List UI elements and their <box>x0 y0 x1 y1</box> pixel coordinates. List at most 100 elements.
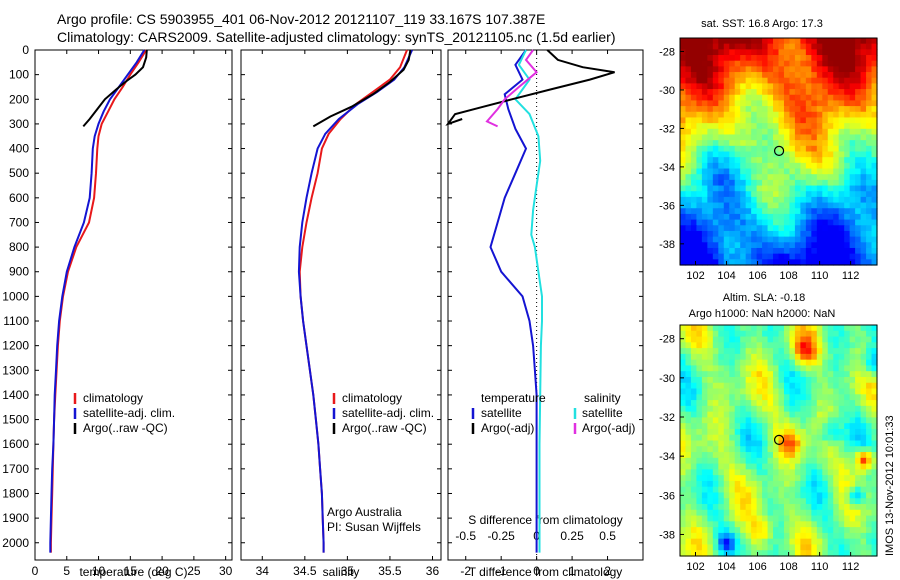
map-cell <box>805 89 812 96</box>
map-cell <box>740 457 747 465</box>
map-cell <box>794 236 801 243</box>
y-tick-label: 200 <box>9 92 29 106</box>
map-cell <box>745 208 752 215</box>
map-cell <box>800 83 807 90</box>
map-cell <box>756 486 763 494</box>
map-cell <box>773 348 780 355</box>
map-cell <box>838 230 845 238</box>
map-cell <box>773 157 780 164</box>
map-cell <box>745 521 752 528</box>
map-cell <box>816 60 823 67</box>
map-cell <box>844 428 851 436</box>
map-cell <box>718 123 725 130</box>
map-cell <box>794 196 801 204</box>
map-cell <box>866 480 873 488</box>
map-cell <box>822 400 829 407</box>
map-cell <box>751 469 758 476</box>
map-cell <box>871 134 878 141</box>
map-cell <box>855 242 862 249</box>
map-cell <box>723 405 730 413</box>
map-cell <box>685 236 692 243</box>
s-tick-label: 0.25 <box>560 529 584 543</box>
map-cell <box>860 247 867 255</box>
map-cell <box>707 509 714 517</box>
map-cell <box>767 145 774 153</box>
map-cell <box>707 336 714 343</box>
map-cell <box>756 376 763 384</box>
map-cell <box>729 89 736 96</box>
map-cell <box>816 376 823 384</box>
map-cell <box>833 123 840 130</box>
map-cell <box>871 382 878 390</box>
map-cell <box>751 72 758 79</box>
map-cell <box>860 111 867 119</box>
legend-label: satellite <box>582 406 623 420</box>
plot-frame <box>34 49 233 561</box>
map-cell <box>751 423 758 430</box>
map-cell <box>680 94 687 102</box>
map-cell <box>729 463 736 470</box>
map-cell <box>855 486 862 494</box>
map-x-tick-label: 104 <box>717 270 735 282</box>
map-cell <box>723 544 730 551</box>
map-cell <box>734 253 741 260</box>
map-cell <box>866 157 873 164</box>
map-cell <box>800 388 807 395</box>
map-cell <box>762 509 769 517</box>
map-cell <box>707 550 714 557</box>
map-cell <box>712 521 719 528</box>
map-cell <box>805 440 812 447</box>
map-cell <box>745 452 752 459</box>
map-cell <box>860 463 867 470</box>
map-cell <box>690 89 698 96</box>
map-cell <box>871 123 878 130</box>
map-cell <box>844 77 851 84</box>
map-cell <box>827 247 834 255</box>
map-cell <box>800 463 807 470</box>
map-cell <box>696 498 703 505</box>
map-cell <box>701 179 708 187</box>
map-cell <box>783 475 791 482</box>
map-cell <box>783 538 791 546</box>
map-cell <box>833 532 840 540</box>
map-cell <box>805 532 812 540</box>
map-cell <box>816 405 823 413</box>
map-cell <box>822 77 829 84</box>
map-cell <box>734 469 741 476</box>
map-cell <box>707 38 714 45</box>
map-cell <box>800 89 807 96</box>
map-cell <box>740 236 747 243</box>
map-cell <box>860 394 867 401</box>
map-cell <box>696 336 703 343</box>
map-cell <box>690 365 698 372</box>
map-cell <box>734 498 741 505</box>
map-cell <box>723 100 730 107</box>
map-cell <box>773 174 780 181</box>
map-cell <box>707 382 714 390</box>
map-cell <box>701 191 708 198</box>
series-line <box>49 49 146 553</box>
map-cell <box>871 196 878 204</box>
map-cell <box>740 77 747 84</box>
map-x-tick-label: 112 <box>842 561 860 573</box>
map-cell <box>855 446 862 453</box>
map-cell <box>800 515 807 522</box>
map-cell <box>712 376 719 384</box>
map-cell <box>773 134 780 141</box>
map-cell <box>707 230 714 238</box>
map-cell <box>707 151 714 158</box>
map-cell <box>783 330 791 338</box>
map-cell <box>729 411 736 419</box>
map-cell <box>762 38 769 45</box>
map-cell <box>838 469 845 476</box>
map-cell <box>827 128 834 136</box>
map-cell <box>696 219 703 226</box>
map-cell <box>778 417 785 424</box>
map-frame <box>679 324 878 557</box>
y-tick-label: 400 <box>9 142 29 156</box>
map-cell <box>680 253 687 260</box>
map-cell <box>816 72 823 79</box>
map-cell <box>762 527 769 534</box>
map-cell <box>833 330 840 338</box>
map-cell <box>855 423 862 430</box>
